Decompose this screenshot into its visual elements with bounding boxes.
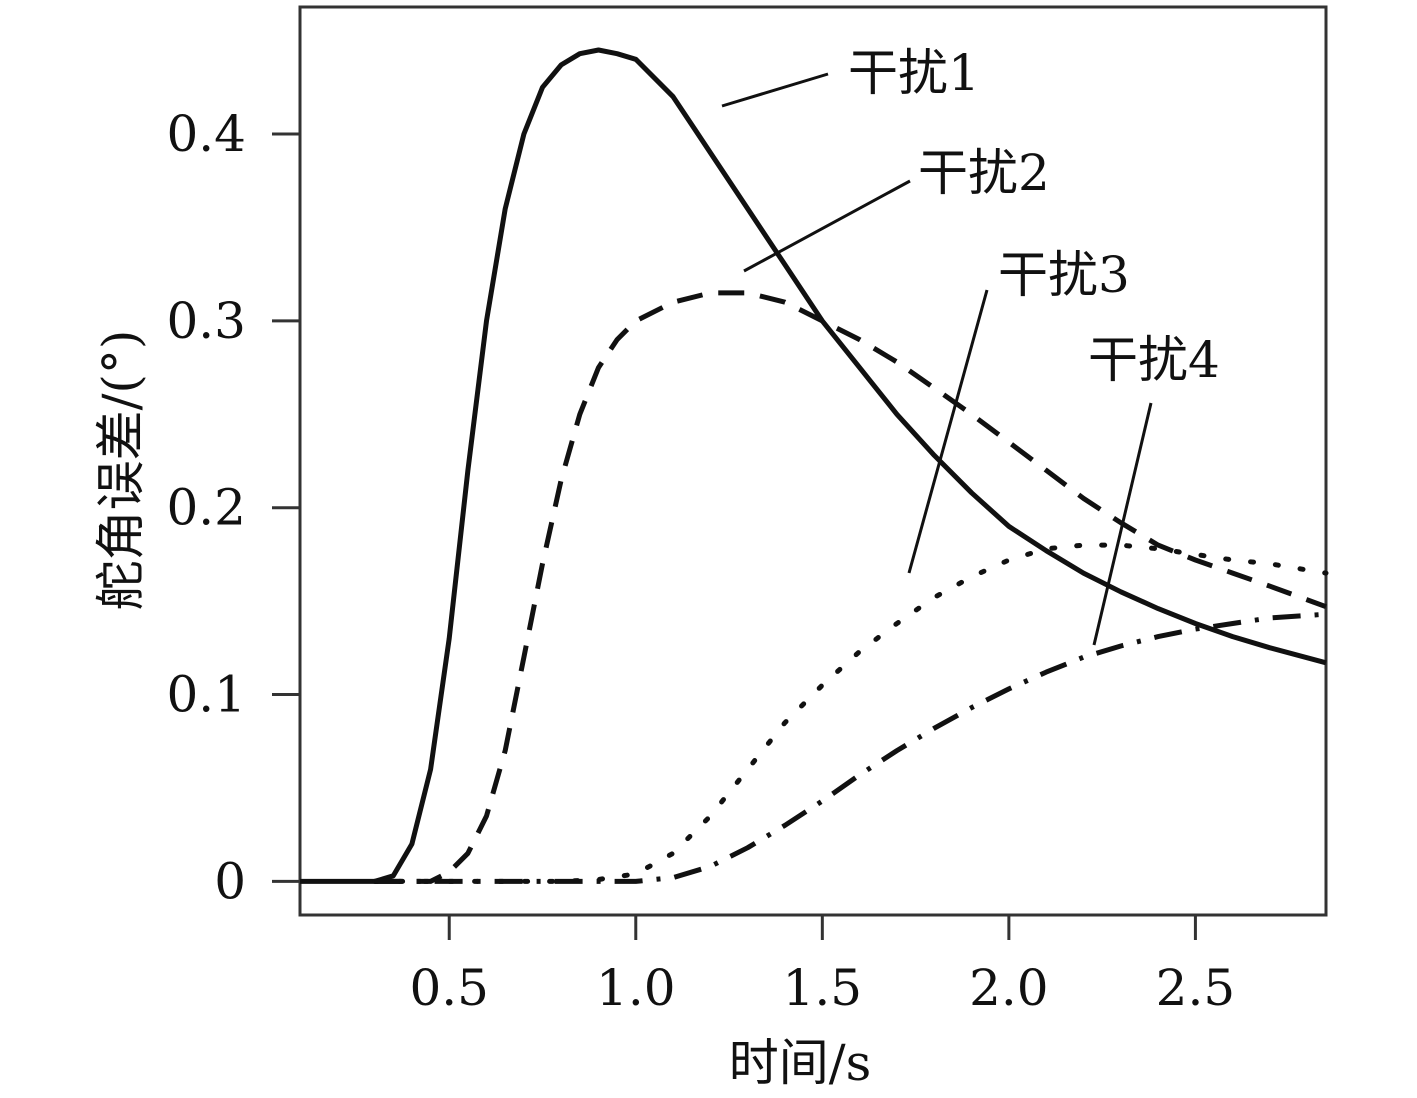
annotation-leader-3 [907, 289, 989, 574]
plot-frame [298, 5, 1328, 917]
y-tick-label: 0 [214, 852, 246, 910]
series-line-1 [300, 47, 1327, 884]
y-tick-label: 0.4 [166, 105, 246, 163]
series-line-3 [372, 542, 1329, 884]
x-tick-label: 1.0 [596, 959, 676, 1017]
annotation-leader-4 [1092, 402, 1153, 646]
series-group [300, 47, 1329, 884]
series-line-2 [374, 290, 1327, 884]
annotation-label-4: 干扰4 [1088, 331, 1220, 389]
x-axis-label: 时间/s [729, 1034, 872, 1092]
y-axis-label: 舵角误差/(°) [92, 330, 150, 611]
axes-group: 0.5 1.0 1.5 2.0 2.5 0 0.1 0.2 0.3 0.4 [166, 105, 1235, 1017]
annotation-label-2: 干扰2 [918, 144, 1050, 202]
series-line-4 [374, 611, 1327, 884]
y-tick-label: 0.2 [166, 479, 246, 537]
annotation-label-1: 干扰1 [848, 44, 980, 102]
annotation-leader-1 [721, 72, 829, 108]
y-tick-label: 0.3 [166, 292, 246, 350]
x-tick-label: 2.5 [1156, 959, 1236, 1017]
annotation-label-3: 干扰3 [998, 246, 1130, 304]
annotation-group: 干扰1 干扰2 干扰3 干扰4 [721, 44, 1220, 646]
x-tick-label: 2.0 [969, 959, 1049, 1017]
annotation-leader-2 [743, 179, 911, 273]
x-tick-label: 1.5 [783, 959, 863, 1017]
y-tick-label: 0.1 [166, 666, 246, 724]
plot-area [298, 5, 1328, 917]
x-tick-label: 0.5 [409, 959, 489, 1017]
